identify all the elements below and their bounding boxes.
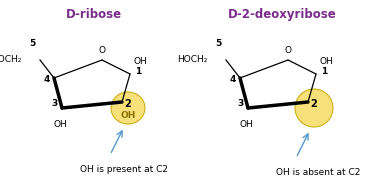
Text: OH is present at C2: OH is present at C2 (80, 165, 168, 174)
Text: 3: 3 (52, 98, 58, 108)
Text: 3: 3 (238, 98, 244, 108)
Text: D-2-deoxyribose: D-2-deoxyribose (227, 8, 337, 21)
Text: HOCH₂: HOCH₂ (177, 55, 208, 63)
Text: 1: 1 (135, 67, 141, 77)
Text: 2: 2 (311, 99, 317, 109)
Text: 2: 2 (124, 99, 131, 109)
Text: OH: OH (239, 120, 253, 129)
Text: 4: 4 (44, 75, 50, 85)
Text: O: O (285, 46, 291, 55)
Text: D-ribose: D-ribose (66, 8, 122, 21)
Text: OH: OH (120, 111, 136, 120)
Text: OH: OH (320, 56, 334, 66)
Text: O: O (99, 46, 106, 55)
Text: OH: OH (53, 120, 67, 129)
Text: OH is absent at C2: OH is absent at C2 (276, 168, 360, 177)
Text: 5: 5 (29, 39, 35, 48)
Ellipse shape (295, 89, 333, 127)
Text: 5: 5 (215, 39, 221, 48)
Text: OH: OH (134, 56, 148, 66)
Text: 4: 4 (230, 75, 236, 85)
Ellipse shape (111, 92, 145, 124)
Text: HOCH₂: HOCH₂ (0, 55, 22, 63)
Text: 1: 1 (321, 67, 327, 77)
